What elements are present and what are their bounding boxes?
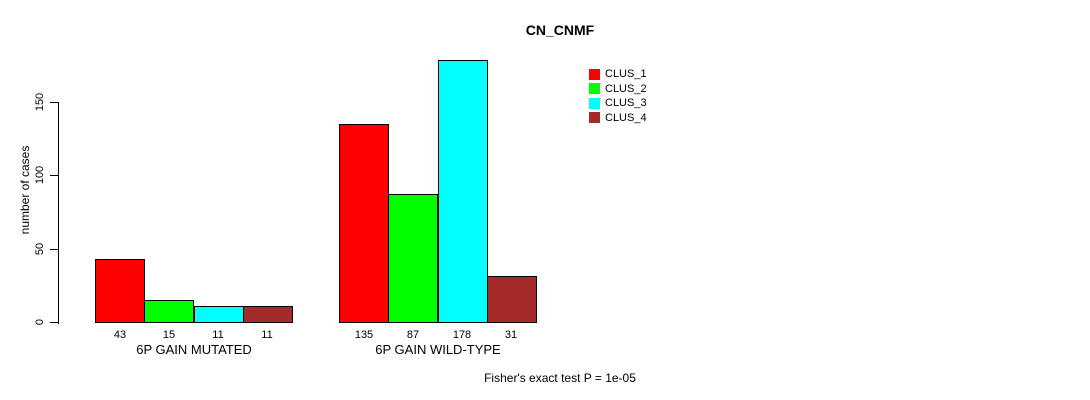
legend-row-clus_3: CLUS_3 (589, 96, 647, 111)
bar-clus_2-group2 (388, 194, 438, 323)
legend-label: CLUS_3 (605, 97, 647, 110)
y-tick-mark (50, 102, 59, 103)
y-tick-mark (50, 175, 59, 176)
bar-value-label: 31 (504, 329, 518, 341)
bar-clus_1-group2 (339, 124, 389, 323)
legend: CLUS_1 CLUS_2 CLUS_3 CLUS_4 (589, 67, 647, 125)
bar-value-label: 11 (261, 329, 273, 341)
bar-value-label: 11 (212, 329, 224, 341)
legend-label: CLUS_1 (605, 68, 647, 81)
y-axis-line (58, 102, 59, 324)
bar-clus_3-group2 (438, 60, 488, 323)
bar-value-label: 15 (162, 329, 176, 341)
legend-row-clus_1: CLUS_1 (589, 67, 647, 82)
footnote-fishers-test: Fisher's exact test P = 1e-05 (484, 371, 636, 385)
legend-row-clus_4: CLUS_4 (589, 111, 647, 126)
bar-value-label: 178 (452, 329, 472, 341)
legend-swatch-icon (589, 68, 600, 80)
legend-swatch-icon (589, 97, 600, 109)
chart-title: CN_CNMF (525, 22, 595, 38)
bar-clus_3-group1 (194, 306, 244, 323)
bar-clus_2-group1 (144, 300, 194, 323)
legend-label: CLUS_2 (605, 82, 647, 95)
y-axis-label: number of cases (18, 145, 32, 235)
legend-swatch-icon (589, 83, 600, 95)
bar-clus_1-group1 (95, 259, 145, 323)
legend-row-clus_2: CLUS_2 (589, 82, 647, 97)
bar-clus_4-group1 (243, 306, 293, 323)
category-label-group1: 6P GAIN MUTATED (136, 342, 252, 357)
y-tick-label: 100 (34, 165, 46, 185)
bar-value-label: 135 (354, 329, 374, 341)
bar-clus_4-group2 (487, 276, 537, 323)
bar-value-label: 43 (113, 329, 127, 341)
y-tick-label: 150 (34, 92, 46, 112)
y-tick-mark (50, 322, 59, 323)
y-tick-label: 50 (34, 242, 46, 256)
y-tick-label: 0 (34, 318, 46, 326)
bar-value-label: 87 (406, 329, 420, 341)
legend-label: CLUS_4 (605, 111, 647, 124)
y-tick-mark (50, 249, 59, 250)
legend-swatch-icon (589, 112, 600, 124)
category-label-group2: 6P GAIN WILD-TYPE (375, 342, 501, 357)
